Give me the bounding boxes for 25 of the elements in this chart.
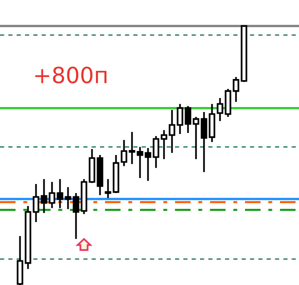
candlestick [120, 139, 128, 167]
candlestick [176, 103, 184, 135]
candlestick [208, 103, 216, 143]
candlestick [232, 76, 240, 103]
annotation: +800п [35, 66, 106, 84]
candlestick [216, 97, 224, 122]
candlestick [192, 116, 200, 160]
candlestick [160, 129, 168, 160]
candlestick [56, 178, 64, 209]
candlestick [64, 186, 72, 210]
candlestick [144, 147, 152, 182]
candlestick [168, 109, 176, 154]
candlestick [88, 148, 96, 184]
candlestick [104, 178, 112, 199]
candlestick [136, 146, 144, 179]
candlestick [48, 181, 56, 209]
candlestick [72, 192, 80, 240]
candlestick [200, 111, 208, 173]
candlestick [32, 183, 40, 223]
candlestick [16, 235, 24, 285]
candlestick [40, 178, 48, 214]
candlestick [128, 131, 136, 165]
candlestick [152, 135, 160, 169]
candlestick [184, 105, 192, 134]
candlestick [224, 88, 232, 118]
